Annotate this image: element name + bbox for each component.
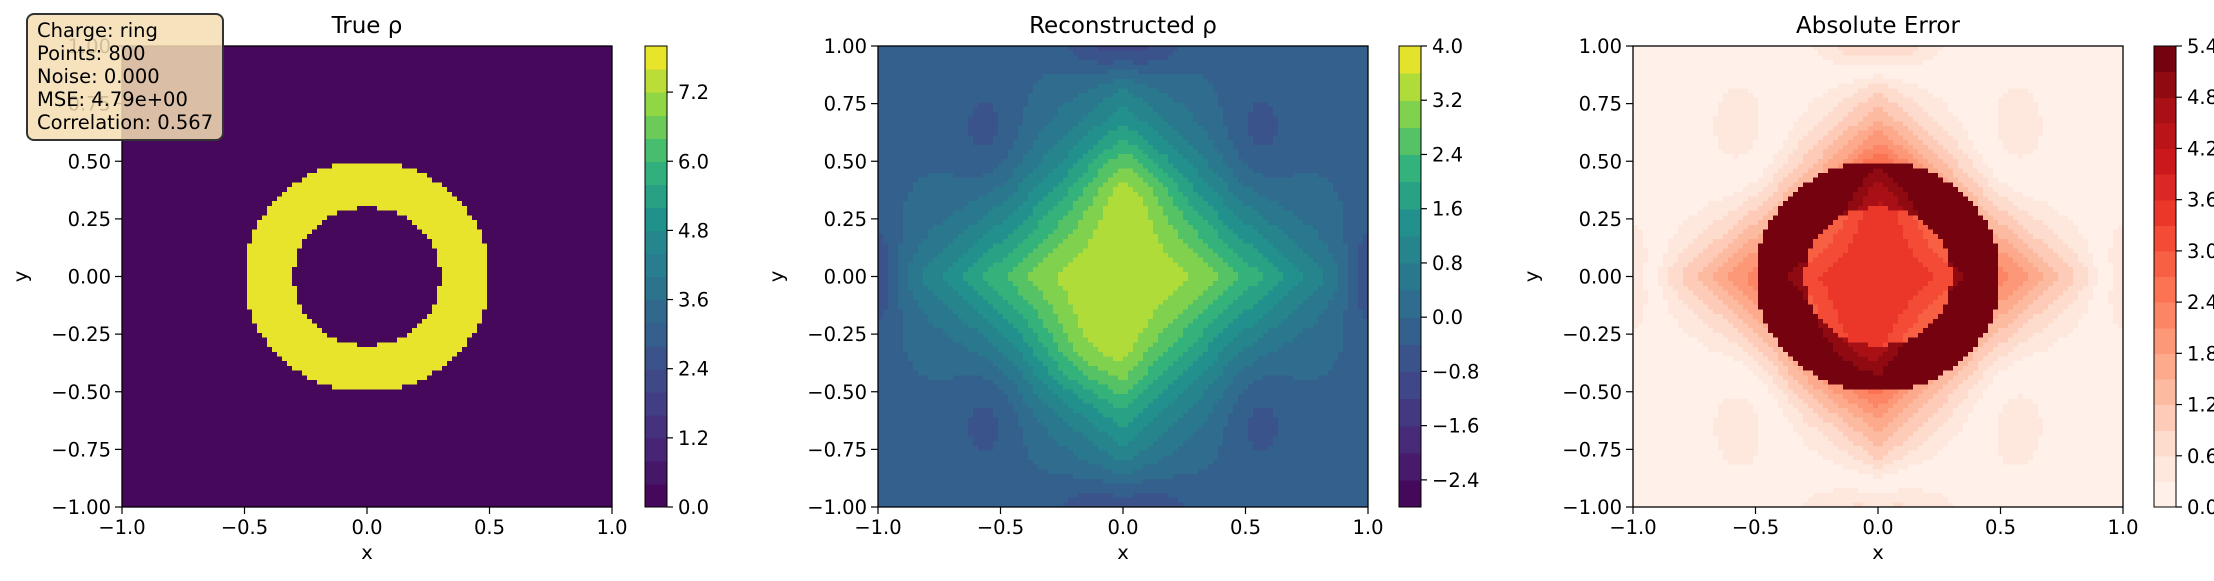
y-tick-label: −1.00 xyxy=(51,496,111,519)
colorbar-tick-label: 1.6 xyxy=(1432,198,1463,221)
colorbar-tick-label: 5.4 xyxy=(2187,35,2214,58)
colorbar-tick-label: 3.6 xyxy=(678,289,709,312)
x-tick-label: 1.0 xyxy=(596,516,627,539)
heatmap-field xyxy=(878,46,1369,508)
y-tick-label: −0.75 xyxy=(1562,438,1622,461)
colorbar-tick-label: 4.8 xyxy=(2187,86,2214,109)
info-correlation: Correlation: 0.567 xyxy=(37,111,213,134)
colorbar-tick-label: 2.4 xyxy=(2187,291,2214,314)
colorbar-tick-label: 2.4 xyxy=(678,358,709,381)
y-tick-label: −0.50 xyxy=(1562,381,1622,404)
chart-title: True ρ xyxy=(331,13,403,39)
y-tick-label: 0.00 xyxy=(824,266,867,289)
y-axis-label: y xyxy=(765,271,788,283)
chart-panel-3: Absolute Error −1.0 −0.5 0.0 0.5 1.0 −1.00 −0.7… xyxy=(1520,13,2214,564)
y-tick-label: 1.00 xyxy=(824,35,867,58)
colorbar-tick-label: 3.6 xyxy=(2187,189,2214,212)
y-tick-label: 0.25 xyxy=(68,208,111,231)
y-tick-label: 0.25 xyxy=(824,208,867,231)
x-tick-label: −0.5 xyxy=(1732,516,1779,539)
chart-title: Reconstructed ρ xyxy=(1029,13,1217,39)
colorbar-tick-label: 0.8 xyxy=(1432,252,1463,275)
info-noise: Noise: 0.000 xyxy=(37,65,213,88)
colorbar xyxy=(2154,46,2176,508)
x-axis-label: x xyxy=(1872,541,1884,564)
y-tick-label: 0.50 xyxy=(1579,150,1622,173)
y-tick-label: 0.00 xyxy=(1579,266,1622,289)
colorbar-tick-label: 4.0 xyxy=(1432,35,1463,58)
colorbar xyxy=(1399,46,1421,508)
y-tick-label: −0.25 xyxy=(1562,323,1622,346)
info-mse: MSE: 4.79e+00 xyxy=(37,88,213,111)
colorbar-tick-label: −0.8 xyxy=(1432,360,1479,383)
y-tick-label: −0.75 xyxy=(807,438,867,461)
x-tick-label: 0.0 xyxy=(351,516,382,539)
y-tick-label: −0.25 xyxy=(51,323,111,346)
y-tick-label: 0.50 xyxy=(68,150,111,173)
info-charge: Charge: ring xyxy=(37,19,213,42)
x-tick-label: −1.0 xyxy=(1609,516,1656,539)
colorbar-tick-label: 1.8 xyxy=(2187,342,2214,365)
y-tick-label: −1.00 xyxy=(1562,496,1622,519)
colorbar-tick-label: 2.4 xyxy=(1432,143,1463,166)
colorbar-tick-label: 4.2 xyxy=(2187,137,2214,160)
y-tick-label: −1.00 xyxy=(807,496,867,519)
x-tick-label: −1.0 xyxy=(98,516,145,539)
colorbar-tick-label: 3.2 xyxy=(1432,89,1463,112)
y-tick-label: −0.75 xyxy=(51,438,111,461)
x-tick-label: 0.5 xyxy=(1985,516,2016,539)
x-tick-label: 1.0 xyxy=(2107,516,2138,539)
colorbar-tick-label: 0.6 xyxy=(2187,445,2214,468)
x-tick-label: −0.5 xyxy=(221,516,268,539)
y-tick-label: −0.50 xyxy=(51,381,111,404)
y-tick-label: 0.25 xyxy=(1579,208,1622,231)
colorbar-tick-label: 6.0 xyxy=(678,150,709,173)
y-tick-label: 0.75 xyxy=(1579,93,1622,116)
x-axis-label: x xyxy=(361,541,373,564)
x-tick-label: 0.0 xyxy=(1862,516,1893,539)
x-tick-label: −1.0 xyxy=(854,516,901,539)
y-tick-label: −0.25 xyxy=(807,323,867,346)
x-tick-label: 0.5 xyxy=(1230,516,1261,539)
y-axis-label: y xyxy=(1520,271,1543,283)
colorbar-tick-label: 0.0 xyxy=(1432,306,1463,329)
x-tick-label: −0.5 xyxy=(977,516,1024,539)
y-tick-label: 1.00 xyxy=(1579,35,1622,58)
x-tick-label: 0.0 xyxy=(1107,516,1138,539)
colorbar-tick-label: 7.2 xyxy=(678,81,709,104)
colorbar-tick-label: 0.0 xyxy=(2187,496,2214,519)
y-tick-label: 0.50 xyxy=(824,150,867,173)
heatmap-field xyxy=(1633,46,2124,508)
colorbar-tick-label: 1.2 xyxy=(2187,394,2214,417)
chart-panel-2: Reconstructed ρ −1.0 −0.5 0.0 0.5 1.0 −1.00 −0.… xyxy=(765,13,1479,564)
colorbar-tick-label: −2.4 xyxy=(1432,469,1479,492)
y-tick-label: 0.75 xyxy=(824,93,867,116)
colorbar-tick-label: 1.2 xyxy=(678,427,709,450)
y-tick-label: 0.00 xyxy=(68,266,111,289)
x-axis-label: x xyxy=(1117,541,1129,564)
colorbar-tick-label: 4.8 xyxy=(678,219,709,242)
colorbar-tick-label: −1.6 xyxy=(1432,415,1479,438)
colorbar-tick-label: 0.0 xyxy=(678,496,709,519)
x-tick-label: 1.0 xyxy=(1352,516,1383,539)
y-tick-label: −0.50 xyxy=(807,381,867,404)
info-box: Charge: ring Points: 800 Noise: 0.000 MS… xyxy=(26,13,224,141)
chart-title: Absolute Error xyxy=(1796,13,1960,39)
colorbar-tick-label: 3.0 xyxy=(2187,240,2214,263)
colorbar xyxy=(645,46,667,508)
info-points: Points: 800 xyxy=(37,42,213,65)
x-tick-label: 0.5 xyxy=(474,516,505,539)
y-axis-label: y xyxy=(9,271,32,283)
